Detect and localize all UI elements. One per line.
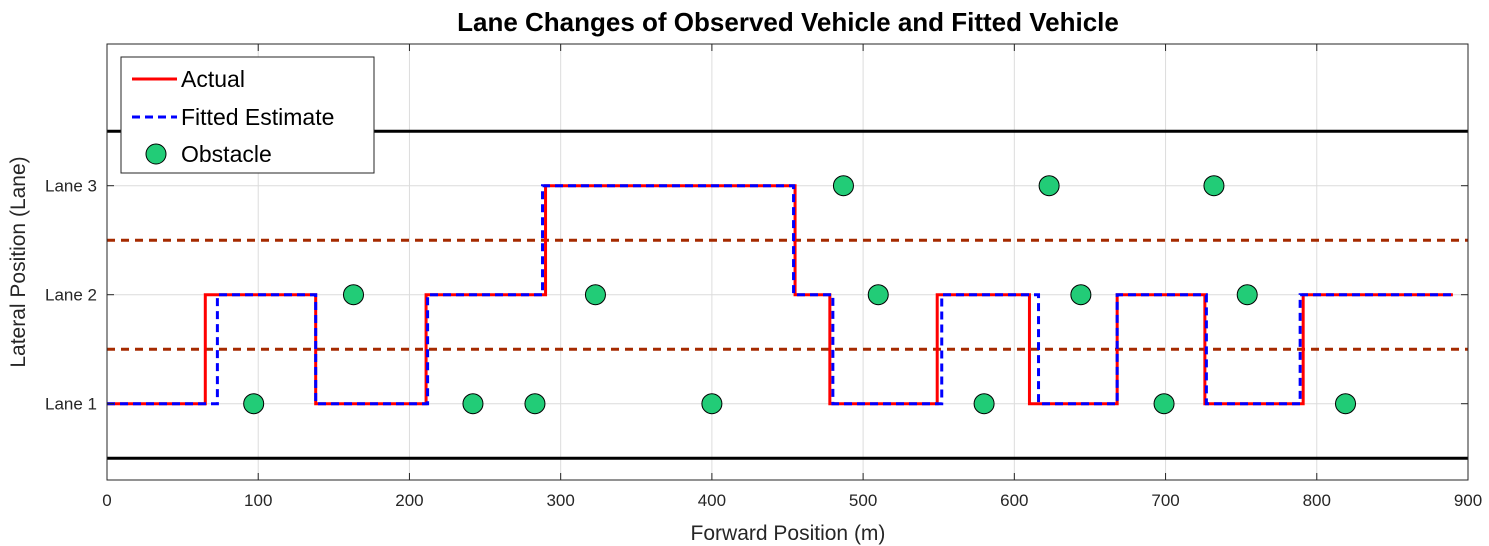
obstacle-point (1236, 284, 1258, 306)
obstacle-point (342, 284, 364, 306)
legend-obstacle-label: Obstacle (181, 141, 272, 167)
x-tick-label: 500 (849, 491, 877, 510)
obstacle-point (1070, 284, 1092, 306)
chart-title: Lane Changes of Observed Vehicle and Fit… (457, 7, 1119, 37)
y-tick-label: Lane 1 (45, 395, 97, 414)
obstacle-point (1038, 175, 1060, 197)
obstacle-point (1203, 175, 1225, 197)
x-axis-ticks: 0 100 200 300 400 500 600 700 800 900 (102, 44, 1482, 510)
x-tick-label: 300 (546, 491, 574, 510)
obstacle-point (701, 393, 723, 415)
fitted-estimate-line (107, 184, 1453, 406)
obstacle-point (1335, 393, 1357, 415)
x-tick-label: 100 (244, 491, 272, 510)
x-tick-label: 700 (1151, 491, 1179, 510)
legend: Actual Fitted Estimate Obstacle (120, 56, 375, 174)
y-tick-label: Lane 3 (45, 177, 97, 196)
x-tick-label: 0 (102, 491, 111, 510)
obstacle-point (243, 393, 265, 415)
x-axis-label: Forward Position (m) (691, 522, 886, 545)
obstacle-point (524, 393, 546, 415)
series-lines (107, 184, 1453, 406)
obstacle-markers (243, 175, 1357, 415)
x-tick-label: 400 (698, 491, 726, 510)
legend-actual-label: Actual (181, 66, 245, 92)
x-tick-label: 600 (1000, 491, 1028, 510)
obstacle-point (832, 175, 854, 197)
obstacle-point (867, 284, 889, 306)
x-tick-label: 900 (1454, 491, 1482, 510)
obstacle-point (973, 393, 995, 415)
plot-frame (106, 43, 1469, 481)
legend-fitted-label: Fitted Estimate (181, 104, 334, 130)
y-axis-ticks: Lane 1 Lane 2 Lane 3 (45, 177, 1468, 414)
x-tick-label: 200 (395, 491, 423, 510)
y-axis-label: Lateral Position (Lane) (7, 156, 30, 367)
y-tick-label: Lane 2 (45, 286, 97, 305)
obstacle-point (584, 284, 606, 306)
legend-obstacle-swatch (145, 143, 167, 165)
obstacle-point (1153, 393, 1175, 415)
x-tick-label: 800 (1303, 491, 1331, 510)
lane-boundaries (107, 129, 1468, 460)
obstacle-point (462, 393, 484, 415)
